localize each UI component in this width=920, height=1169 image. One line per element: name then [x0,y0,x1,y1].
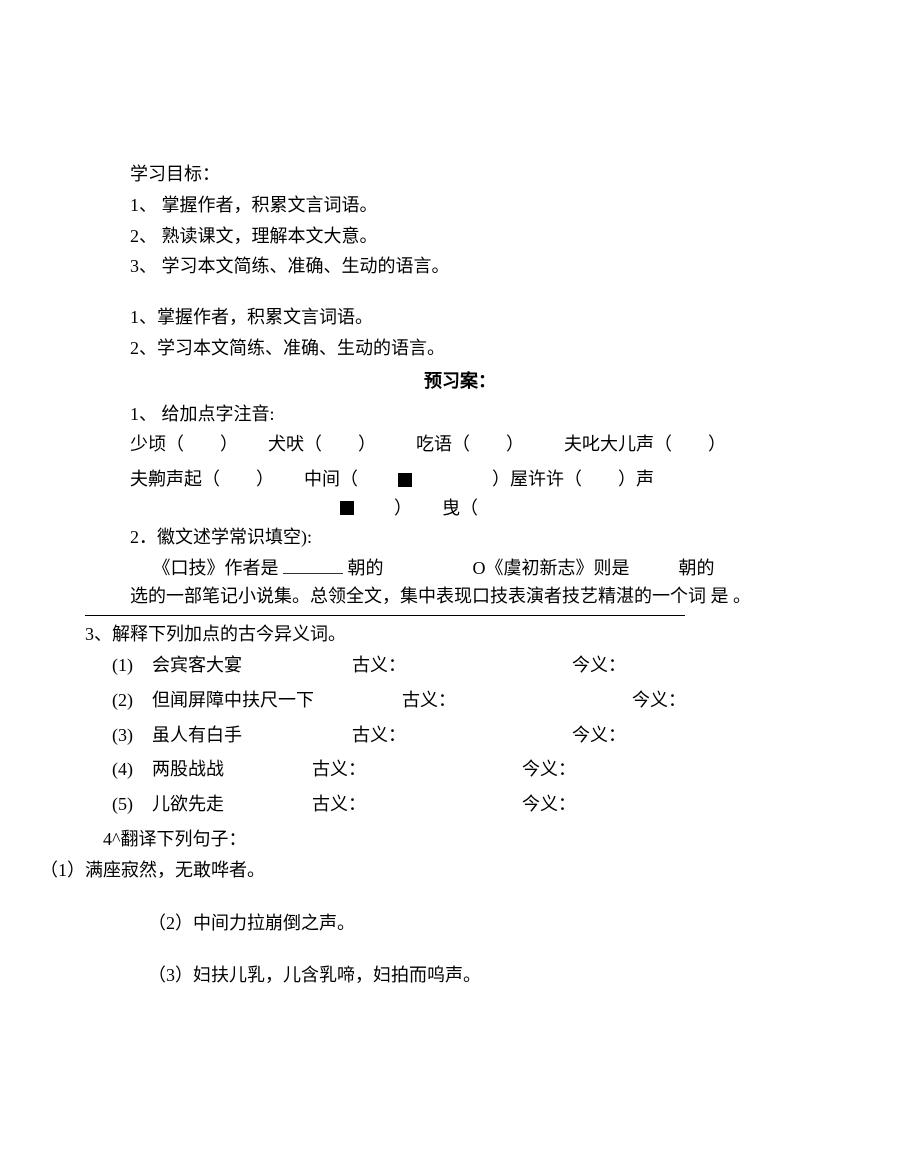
blank-underline [283,556,343,574]
answer-underline [85,615,685,616]
q1-title: 1、 给加点字注音: [130,400,880,429]
q3-item-5: (5) 儿欲先走 古义： 今义： [112,790,880,819]
q1-r1-a: 少顷（ ） [130,430,238,459]
q2-l1-c: O《虞初新志》则是 [473,558,630,578]
q3-text-5: 儿欲先走 [152,790,312,819]
q1-r2-c: ）屋许许（ ）声 [492,465,654,494]
q2-line2: 选的一部笔记小说集。总领全文，集中表现口技表演者技艺精湛的一个词 是 。 [130,582,880,611]
black-square-icon [398,473,412,487]
q2-title: 2．徽文述学常识填空): [130,523,880,552]
q3-text-1: 会宾客大宴 [152,651,352,680]
q1-row2: 夫齁声起（ ） 中间（ ）屋许许（ ）声 [130,465,880,494]
q3-new-4: 今义： [522,755,642,784]
q2-line1: 《口技》作者是 朝的 O《虞初新志》则是 朝的 [130,554,880,583]
q1-r1-d: 夫叱大儿声（ ） [564,430,726,459]
q2-l1-d: 朝的 [679,558,715,578]
q3-item-3: (3) 虽人有白手 古义： 今义： [112,721,880,750]
focus-2: 2、学习本文简练、准确、生动的语言。 [130,334,880,363]
q2-l1-a: 《口技》作者是 [153,558,279,578]
q4-item-3: （3）妇扶儿乳，儿含乳啼，妇拍而呜声。 [148,961,880,990]
q3-old-3: 古义： [352,721,572,750]
q3-old-4: 古义： [312,755,522,784]
q3-old-5: 古义： [312,790,522,819]
q3-title: 3、解释下列加点的古今异义词。 [85,620,880,649]
q1-r1-b: 犬吠（ ） [268,430,376,459]
focus-1: 1、掌握作者，积累文言词语。 [130,303,880,332]
goals-title: 学习目标： [130,160,880,189]
q3-text-2: 但闻屏障中扶尺一下 [152,686,402,715]
q3-new-1: 今义： [572,651,692,680]
q1-r1-c: 吃语（ ） [416,430,524,459]
goal-3: 3、 学习本文简练、准确、生动的语言。 [130,252,880,281]
q3-item-4: (4) 两股战战 古义： 今义： [112,755,880,784]
q3-text-3: 虽人有白手 [152,721,352,750]
q3-item-2: (2) 但闻屏障中扶尺一下 古义： 今义： [112,686,880,715]
q1-row3: ） 曳（ [130,494,880,523]
preview-title: 预习案： [40,367,880,396]
q1-r3-a: ） [394,494,412,523]
q3-num-2: (2) [112,686,152,715]
q1-r3-b: 曳（ [442,494,478,523]
q3-text-4: 两股战战 [152,755,312,784]
q3-new-5: 今义： [522,790,642,819]
q3-num-1: (1) [112,651,152,680]
q3-new-2: 今义： [632,686,752,715]
document-content: 学习目标： 1、 掌握作者，积累文言词语。 2、 熟读课文，理解本文大意。 3、… [40,160,880,990]
goal-1: 1、 掌握作者，积累文言词语。 [130,191,880,220]
q3-old-2: 古义： [402,686,632,715]
q3-num-3: (3) [112,721,152,750]
q1-row1: 少顷（ ） 犬吠（ ） 吃语（ ） 夫叱大儿声（ ） [130,430,880,459]
black-square-icon-2 [340,501,354,515]
q1-r2-a: 夫齁声起（ ） [130,465,274,494]
q2-l1-b: 朝的 [348,558,384,578]
q4-item-2: （2）中间力拉崩倒之声。 [148,909,880,938]
goal-2: 2、 熟读课文，理解本文大意。 [130,222,880,251]
q3-old-1: 古义： [352,651,572,680]
q3-num-5: (5) [112,790,152,819]
q3-num-4: (4) [112,755,152,784]
q3-item-1: (1) 会宾客大宴 古义： 今义： [112,651,880,680]
q4-title: 4^翻译下列句子： [103,825,880,854]
q1-r2-b: 中间（ [304,465,358,494]
q4-item-1: （1）满座寂然，无敢哗者。 [40,856,880,885]
q3-new-3: 今义： [572,721,692,750]
